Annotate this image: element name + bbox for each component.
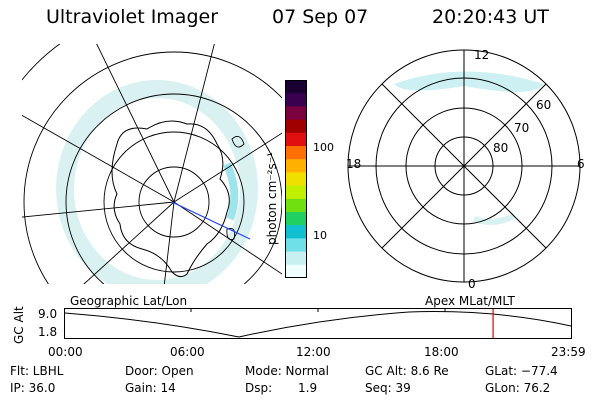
status-dsp-label: Dsp: [245, 381, 273, 395]
mlt-label-18: 18 [346, 157, 362, 171]
status-glon: GLon: 76.2 [485, 381, 551, 395]
colorbar-swatch [285, 146, 307, 160]
colorbar-swatch [285, 238, 307, 253]
colorbar-swatch [285, 93, 307, 107]
colorbar [285, 80, 307, 278]
colorbar-swatch [285, 132, 307, 147]
timeline-tick-label-0: 00:00 [48, 345, 83, 359]
colorbar-swatch [285, 264, 307, 278]
mlt-label-6: 6 [577, 157, 585, 171]
geographic-map [22, 44, 282, 284]
timeline-axis-label: GC Alt [12, 306, 26, 344]
status-gc-alt: GC Alt: 8.6 Re [365, 364, 449, 378]
timeline-tick-label-4: 23:59 [551, 345, 586, 359]
mlt-aurora [394, 71, 544, 93]
timeline-y-high: 9.0 [38, 307, 58, 321]
colorbar-swatch [285, 251, 307, 266]
colorbar-swatch [285, 119, 307, 134]
mlt-label-12: 12 [474, 48, 490, 62]
continent-outline [111, 120, 230, 278]
apex-label: Apex MLat/MLT [425, 294, 515, 308]
satellite-track [171, 201, 251, 240]
colorbar-swatch [285, 159, 307, 173]
colorbar-swatch [285, 212, 307, 226]
mlt-label-0: 0 [468, 277, 476, 291]
colorbar-swatch [285, 185, 307, 200]
timeline-tick-label-3: 18:00 [424, 345, 459, 359]
status-seq: Seq: 39 [365, 381, 411, 395]
timeline-y-low: 1.8 [38, 325, 58, 339]
date-label: 07 Sep 07 [272, 6, 369, 28]
status-gain: Gain: 14 [125, 381, 176, 395]
status-ip: IP: 36.0 [10, 381, 56, 395]
colorbar-swatch [285, 172, 307, 187]
colorbar-tick-high: 100 [313, 141, 334, 154]
gc-alt-curve [64, 311, 572, 338]
colorbar-swatch [285, 106, 307, 121]
mlat-label-60: 60 [536, 98, 552, 112]
mlat-label-80: 80 [493, 141, 509, 155]
status-door: Door: Open [125, 364, 194, 378]
colorbar-swatch [285, 225, 307, 239]
timeline-plot [64, 308, 572, 339]
colorbar-swatch [285, 80, 307, 94]
aurora-bright [223, 162, 239, 221]
status-flt: Flt: LBHL [10, 364, 64, 378]
colorbar-unit: photon cm⁻²s⁻¹ [265, 152, 279, 245]
aurora-oval [56, 80, 258, 284]
timeline-tick-label-1: 06:00 [170, 345, 205, 359]
status-dsp-value: 1.9 [298, 381, 318, 395]
time-label: 20:20:43 UT [432, 6, 549, 28]
colorbar-tick-low: 10 [313, 229, 327, 242]
status-glat: GLat: −77.4 [485, 364, 558, 378]
magnetic-map [347, 49, 581, 283]
status-mode: Mode: Normal [245, 364, 329, 378]
geographic-label: Geographic Lat/Lon [70, 294, 188, 308]
instrument-title: Ultraviolet Imager [46, 6, 219, 28]
colorbar-swatch [285, 198, 307, 213]
timeline-tick-label-2: 12:00 [296, 345, 331, 359]
mlat-label-70: 70 [514, 121, 530, 135]
